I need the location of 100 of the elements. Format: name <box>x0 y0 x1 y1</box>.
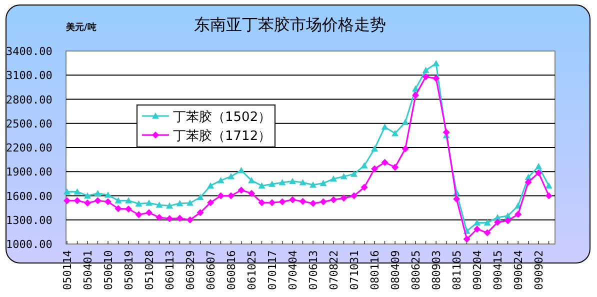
point <box>350 170 358 177</box>
point <box>535 162 542 170</box>
legend-label: 丁苯胶（1712） <box>173 129 272 144</box>
x-tick-label: 090624 <box>512 250 526 290</box>
point <box>350 192 358 200</box>
point <box>474 226 481 233</box>
x-tick-label: 050819 <box>122 250 136 290</box>
point <box>402 118 409 125</box>
x-tick-label: 060607 <box>204 250 218 290</box>
point <box>360 162 368 168</box>
point <box>156 214 163 221</box>
point <box>146 209 153 216</box>
point <box>94 190 102 196</box>
point <box>474 219 481 226</box>
x-tick-label: 070404 <box>286 250 300 290</box>
point <box>381 123 388 130</box>
x-tick-label: 070613 <box>307 250 320 290</box>
point <box>135 211 142 218</box>
point <box>371 145 378 152</box>
point <box>381 158 388 166</box>
point <box>442 128 450 136</box>
x-tick-label: 080903 <box>430 250 444 290</box>
x-tick-label: 050114 <box>61 250 74 290</box>
point <box>545 182 552 188</box>
y-tick-label: 3400.00 <box>6 45 52 58</box>
y-tick-label: 1600.00 <box>6 190 52 203</box>
point <box>248 190 256 197</box>
point <box>278 198 286 206</box>
point <box>248 176 256 184</box>
point <box>412 92 420 99</box>
y-tick-label: 2200.00 <box>6 142 52 154</box>
x-tick-label: 060816 <box>225 250 238 290</box>
point <box>330 175 338 182</box>
point <box>104 191 112 198</box>
x-tick-label: 080625 <box>410 250 423 290</box>
x-tick-label: 050401 <box>82 250 95 290</box>
point <box>258 182 266 188</box>
point <box>299 178 306 186</box>
point <box>278 178 286 186</box>
point <box>238 166 245 174</box>
point <box>135 200 142 207</box>
point <box>156 202 163 208</box>
point <box>289 196 296 204</box>
point <box>392 164 399 171</box>
point <box>392 130 399 136</box>
point <box>484 219 491 226</box>
x-tick-label: 060113 <box>164 250 177 290</box>
point <box>268 199 276 206</box>
x-tick-label: 090204 <box>471 250 484 290</box>
point <box>289 178 296 184</box>
point <box>310 200 317 207</box>
point <box>114 197 122 204</box>
point <box>484 229 491 236</box>
point <box>310 181 317 188</box>
point <box>74 188 81 195</box>
y-tick-label: 1000.00 <box>6 238 52 251</box>
x-tick-label: 070822 <box>328 250 341 290</box>
point <box>320 198 327 206</box>
x-tick-label: 050610 <box>102 250 116 290</box>
point <box>217 192 224 200</box>
point <box>504 217 512 224</box>
x-tick-label: 090415 <box>492 250 505 290</box>
point <box>125 197 132 204</box>
x-tick-label: 061025 <box>246 250 259 290</box>
point <box>228 172 235 180</box>
point <box>207 182 214 188</box>
point <box>125 206 132 213</box>
point <box>146 199 153 206</box>
point <box>238 186 245 194</box>
y-tick-label: 2500.00 <box>6 117 52 130</box>
point <box>84 192 92 199</box>
point <box>432 60 440 66</box>
point <box>258 199 266 206</box>
y-tick-label: 2800.00 <box>6 93 52 106</box>
point <box>514 210 522 218</box>
point <box>524 178 532 186</box>
point <box>535 169 542 176</box>
point <box>64 197 70 204</box>
point <box>64 188 70 195</box>
point <box>207 199 214 206</box>
point <box>371 165 378 172</box>
y-tick-label: 1300.00 <box>6 214 52 227</box>
point <box>186 216 194 224</box>
point <box>114 205 122 212</box>
x-tick-label: 060329 <box>184 250 198 290</box>
x-tick-label: 090902 <box>532 250 546 290</box>
point <box>545 192 552 200</box>
point <box>453 195 460 202</box>
point <box>74 197 81 204</box>
x-tick-label: 080116 <box>368 250 382 290</box>
point <box>196 194 204 200</box>
legend-label: 丁苯胶（1502） <box>173 110 272 125</box>
x-tick-label: 080409 <box>389 250 402 290</box>
point <box>268 180 276 187</box>
point <box>422 73 430 80</box>
point <box>166 202 174 209</box>
point <box>432 74 440 82</box>
y-axis-title: 美元/吨 <box>65 22 96 33</box>
point <box>422 66 430 74</box>
point <box>494 218 502 226</box>
